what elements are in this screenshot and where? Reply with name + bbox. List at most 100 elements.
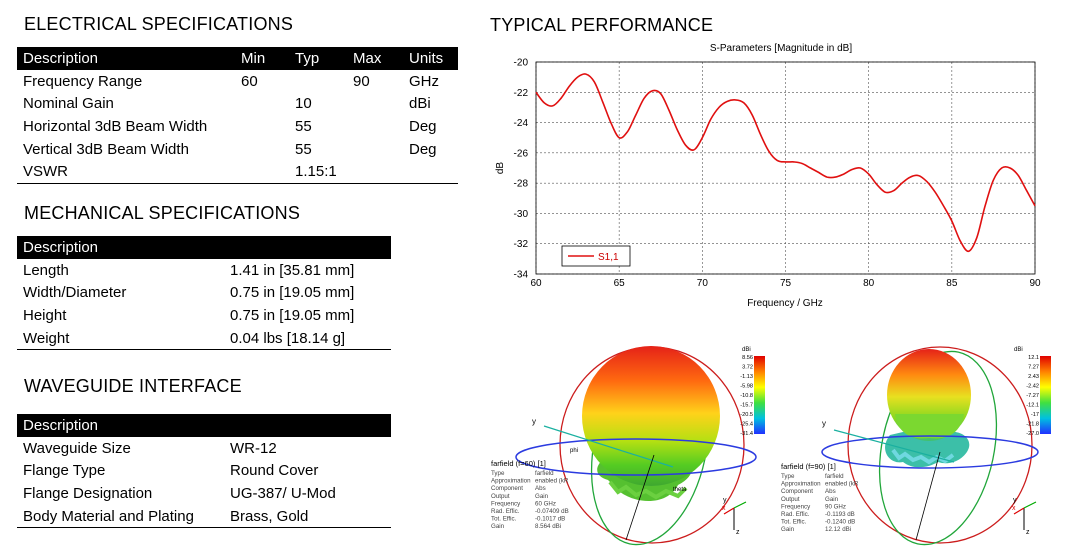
table-row: Width/Diameter 0.75 in [19.05 mm] — [17, 282, 391, 305]
y-tick-label: -34 — [514, 270, 529, 281]
x-tick-label: 85 — [946, 278, 958, 289]
row-value: 1.15:1 — [295, 163, 337, 181]
table-row: VSWR 1.15:1 — [17, 160, 458, 183]
scale-tick-label: 8.56 — [742, 355, 753, 361]
scale-tick-label: -2.42 — [1026, 384, 1039, 390]
col-header: Units — [403, 47, 458, 70]
y-axis-label: dB — [495, 162, 506, 175]
row-value: UG-387/ U-Mod — [230, 484, 336, 502]
info-key: Component — [781, 488, 813, 495]
scale-tick-label: -12.1 — [1026, 403, 1039, 409]
scale-tick-label: -7.27 — [1026, 393, 1039, 399]
farfield-label: farfield (f=90) [1] — [781, 462, 836, 471]
farfield-plot-90ghz: y farfield (f=90) [1] Type farfield Approx… — [781, 346, 1051, 546]
electrical-title: ELECTRICAL SPECIFICATIONS — [24, 14, 294, 34]
info-key: Frequency — [781, 503, 811, 510]
row-label: Vertical 3dB Beam Width — [23, 140, 189, 158]
row-value: Brass, Gold — [230, 507, 309, 525]
y-tick-label: -20 — [514, 58, 529, 69]
row-label: Width/Diameter — [23, 284, 127, 302]
scale-tick-label: 2.43 — [1028, 374, 1039, 380]
info-value: -0.07409 dB — [535, 508, 569, 515]
row-value — [403, 160, 458, 183]
row-value: WR-12 — [230, 439, 277, 457]
row-label: Frequency Range — [23, 72, 143, 90]
row-value: 55 — [295, 140, 312, 158]
row-value: 10 — [295, 95, 312, 113]
info-key: Type — [491, 470, 505, 477]
scale-tick-label: 12.1 — [1028, 355, 1039, 361]
row-value — [235, 115, 289, 138]
row-value — [347, 93, 403, 116]
x-tick-label: 65 — [614, 278, 626, 289]
y-tick-label: -22 — [514, 88, 529, 99]
farfield-info: farfield (f=60) [1] Type farfield Approxim… — [491, 459, 569, 530]
row-label: Horizontal 3dB Beam Width — [23, 117, 208, 135]
row-value — [347, 160, 403, 183]
waveguide-table: Description Waveguide Size WR-12 Flange Ty… — [17, 414, 391, 529]
farfield-label: farfield (f=60) [1] — [491, 459, 546, 468]
row-label: Flange Designation — [23, 484, 153, 502]
series-line-s11 — [535, 73, 1036, 253]
info-key: Output — [491, 493, 510, 500]
scale-tick-label: -21.8 — [1026, 422, 1039, 428]
scale-unit: dBi — [742, 347, 751, 353]
scale-tick-label: -17 — [1031, 412, 1039, 418]
scale-tick-label: 7.27 — [1028, 365, 1039, 371]
info-value: enabled (kR — [825, 481, 859, 488]
row-value: Round Cover — [230, 462, 319, 480]
triad-x-label: x — [722, 505, 726, 512]
row-value — [235, 93, 289, 116]
table-row: Horizontal 3dB Beam Width 55 Deg — [17, 115, 458, 138]
y-tick-label: -32 — [514, 239, 529, 250]
triad-z-label: z — [736, 529, 740, 536]
mechanical-table: Description Length 1.41 in [35.81 mm] Widt… — [17, 236, 391, 351]
info-value: enabled (kR — [535, 478, 569, 485]
col-header: Description — [17, 47, 235, 70]
y-tick-label: -26 — [514, 148, 529, 159]
info-value: 90 GHz — [825, 503, 846, 510]
x-tick-label: 90 — [1029, 278, 1041, 289]
table-row: Body Material and Plating Brass, Gold — [17, 505, 391, 528]
row-value: GHz — [409, 72, 439, 90]
info-value: Gain — [535, 493, 549, 500]
scale-tick-label: -25.4 — [740, 422, 753, 428]
info-key: Gain — [781, 526, 795, 533]
waveguide-title: WAVEGUIDE INTERFACE — [24, 376, 242, 396]
col-header: Min — [235, 47, 289, 70]
x-tick-label: 60 — [530, 278, 542, 289]
row-value — [347, 138, 403, 161]
color-scale: dBi 12.1 7.27 2.43 -2.42 -7.27 -12.1 -17 -21.8 -… — [1014, 347, 1051, 437]
row-value: 1.41 in [35.81 mm] — [230, 261, 355, 279]
table-row: Height 0.75 in [19.05 mm] — [17, 304, 391, 327]
color-scale: dBi 8.56 3.72 -1.13 -5.98 -10.8 -15.7 -20.5 -25… — [740, 347, 765, 437]
info-key: Gain — [491, 523, 505, 530]
scale-tick-label: -31.4 — [740, 431, 753, 437]
info-value: Gain — [825, 496, 839, 503]
info-key: Tot. Effic. — [491, 516, 517, 523]
col-header: Description — [17, 414, 391, 437]
info-value: -0.1017 dB — [535, 516, 565, 523]
legend: S1,1 — [561, 245, 631, 267]
row-value — [289, 70, 347, 93]
info-value: farfield — [825, 473, 844, 480]
row-value: Deg — [409, 117, 437, 135]
row-value — [235, 160, 289, 183]
axis-triad: x y z — [1012, 497, 1037, 536]
chart-title: S-Parameters [Magnitude in dB] — [710, 43, 853, 54]
axis-theta-label: theta — [673, 487, 687, 493]
triad-z-label: z — [1026, 529, 1030, 536]
col-header: Max — [347, 47, 403, 70]
axis-triad: x y z — [722, 497, 747, 536]
row-label: Nominal Gain — [23, 95, 114, 113]
axis-y-label: y — [822, 419, 826, 428]
farfield-plot-60ghz: y phi theta farfield (f=60) [1] Type farf… — [491, 346, 765, 546]
scale-tick-label: 3.72 — [742, 365, 753, 371]
axis-y-label: y — [532, 417, 536, 426]
table-row: Flange Type Round Cover — [17, 460, 391, 483]
row-value: 90 — [353, 72, 370, 90]
row-label: Height — [23, 306, 67, 324]
x-tick-label: 70 — [697, 278, 709, 289]
info-value: Abs — [535, 485, 546, 492]
info-value: 12.12 dBi — [825, 526, 851, 533]
